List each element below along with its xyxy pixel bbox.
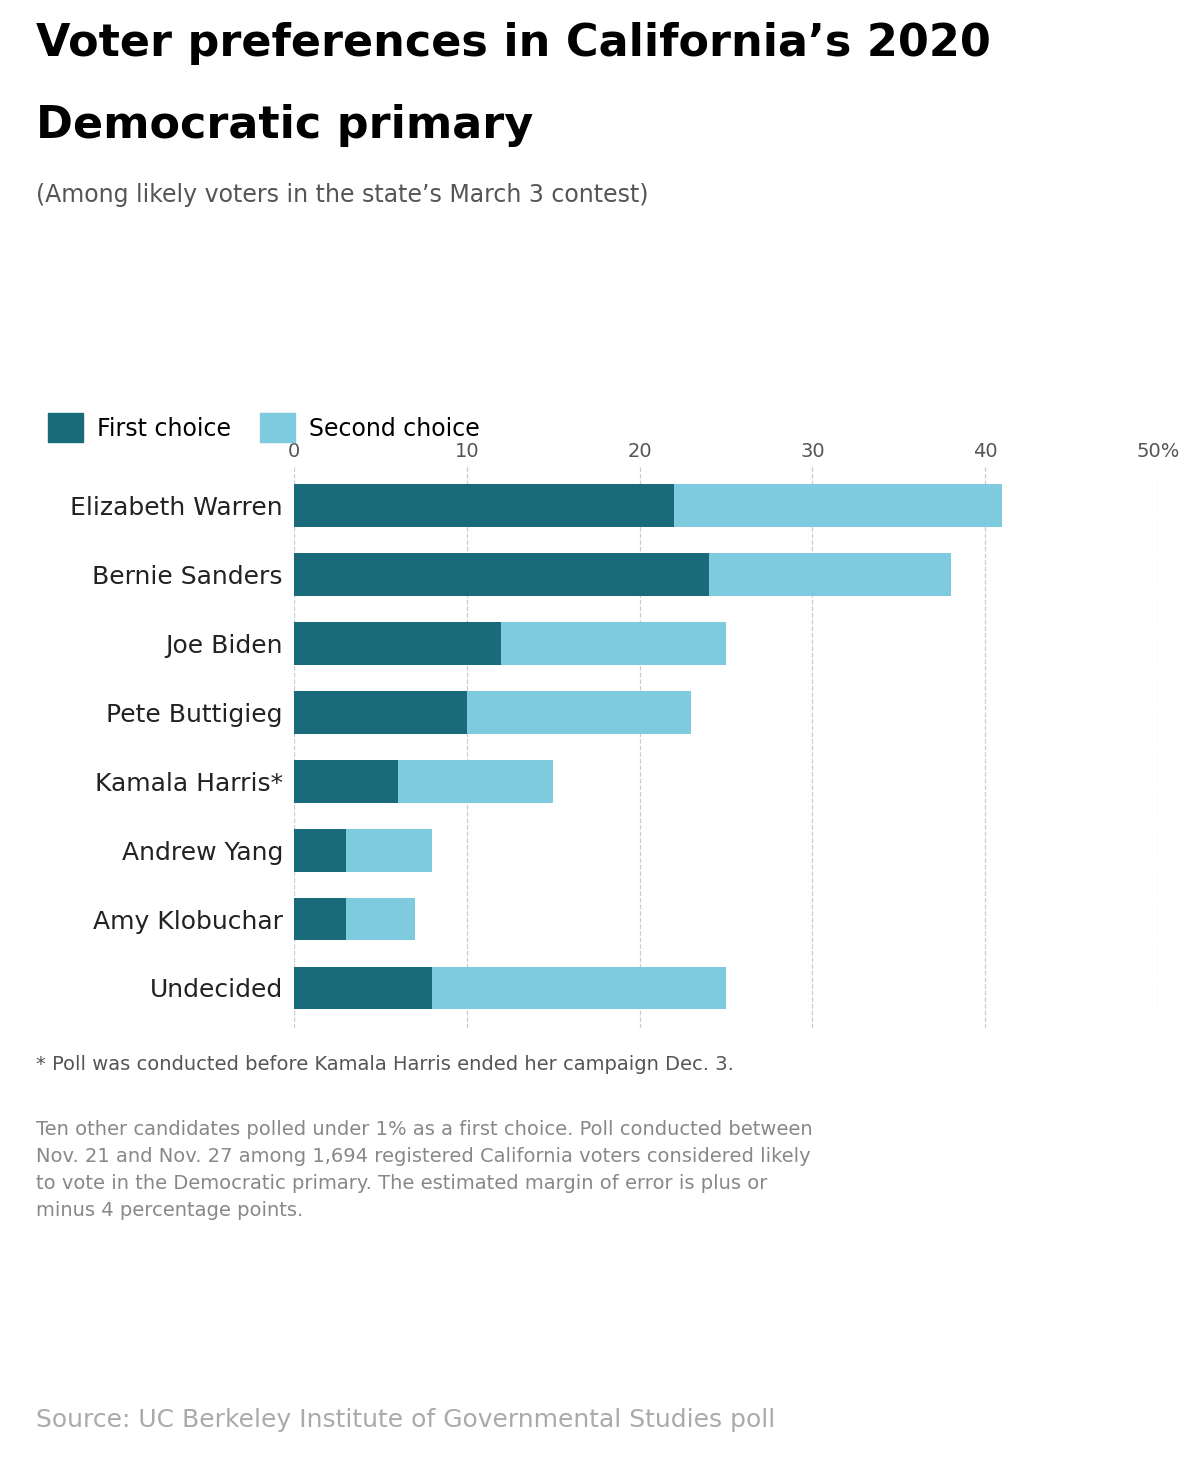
- Text: Source: UC Berkeley Institute of Governmental Studies poll: Source: UC Berkeley Institute of Governm…: [36, 1408, 775, 1432]
- Text: Democratic primary: Democratic primary: [36, 104, 533, 146]
- Bar: [294, 828, 346, 871]
- Text: Voter preferences in California’s 2020: Voter preferences in California’s 2020: [36, 22, 991, 65]
- Bar: [294, 553, 709, 596]
- Bar: [294, 623, 502, 666]
- Bar: [294, 485, 674, 527]
- Bar: [346, 898, 415, 941]
- Text: Ten other candidates polled under 1% as a first choice. Poll conducted between
N: Ten other candidates polled under 1% as …: [36, 1120, 812, 1220]
- Bar: [294, 898, 346, 941]
- Bar: [709, 553, 950, 596]
- Bar: [502, 623, 726, 666]
- Bar: [432, 967, 726, 1009]
- Legend: First choice, Second choice: First choice, Second choice: [48, 414, 480, 442]
- Bar: [674, 485, 1002, 527]
- Bar: [294, 691, 467, 734]
- Bar: [346, 828, 432, 871]
- Bar: [294, 760, 397, 803]
- Text: * Poll was conducted before Kamala Harris ended her campaign Dec. 3.: * Poll was conducted before Kamala Harri…: [36, 1055, 734, 1074]
- Bar: [397, 760, 553, 803]
- Bar: [294, 967, 432, 1009]
- Text: (Among likely voters in the state’s March 3 contest): (Among likely voters in the state’s Marc…: [36, 183, 648, 207]
- Bar: [467, 691, 691, 734]
